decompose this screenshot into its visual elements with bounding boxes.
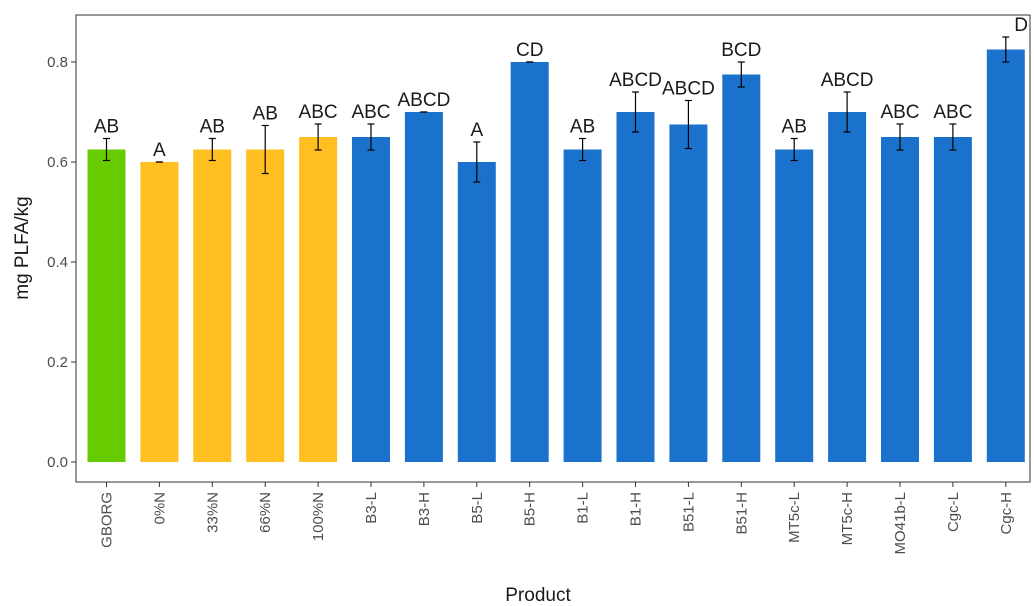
- x-tick-label: MT5c-L: [786, 492, 803, 543]
- significance-label: ABC: [299, 102, 338, 123]
- error-bar: [261, 124, 269, 175]
- x-tick-label: Cgc-L: [945, 492, 962, 532]
- significance-label: AB: [253, 104, 278, 125]
- error-bar: [579, 137, 587, 162]
- error-bar: [367, 123, 375, 151]
- bar: [881, 137, 919, 462]
- y-tick-label: 0.0: [47, 454, 68, 471]
- bar: [722, 74, 761, 462]
- significance-label: CD: [516, 40, 543, 61]
- x-tick-label: MO41b-L: [892, 492, 909, 555]
- error-bar: [314, 123, 322, 151]
- error-bar: [896, 123, 904, 151]
- bar: [140, 162, 179, 462]
- significance-label: AB: [94, 117, 119, 138]
- y-tick-label: 0.2: [47, 354, 68, 371]
- significance-label: ABC: [880, 102, 919, 123]
- x-tick-label: 66%N: [257, 492, 274, 533]
- y-tick-label: 0.8: [47, 54, 68, 71]
- bar: [828, 112, 867, 462]
- error-bar: [103, 137, 110, 162]
- significance-label: A: [153, 140, 166, 161]
- significance-label: ABCD: [821, 70, 874, 91]
- bar: [986, 49, 1025, 462]
- significance-label: D: [1014, 15, 1028, 36]
- bar: [616, 112, 655, 462]
- error-bar: [684, 99, 692, 150]
- bars-group: [87, 49, 1025, 462]
- plot-panel: [75, 14, 1031, 483]
- bar: [775, 149, 814, 462]
- x-tick-label: GBORG: [99, 492, 116, 548]
- x-tick-label: B3-L: [363, 492, 380, 524]
- significance-label: ABCD: [662, 79, 715, 100]
- significance-label: A: [470, 120, 483, 141]
- bar: [299, 137, 338, 462]
- significance-label: ABCD: [398, 90, 451, 111]
- significance-label: AB: [200, 117, 225, 138]
- x-tick-label: MT5c-H: [839, 492, 856, 545]
- bar: [510, 62, 549, 462]
- significance-label: AB: [570, 117, 595, 138]
- x-tick-label: B5-H: [522, 492, 539, 526]
- x-tick-label: B5-L: [469, 492, 486, 524]
- error-bars-group: [103, 36, 1010, 183]
- y-tick-label: 0.6: [47, 154, 68, 171]
- bar: [404, 112, 443, 462]
- significance-label: ABC: [351, 102, 390, 123]
- bar: [246, 149, 285, 462]
- x-axis-title: Product: [505, 585, 571, 606]
- significance-label: BCD: [721, 40, 761, 61]
- bar: [87, 149, 126, 462]
- x-tick-label: B1-H: [628, 492, 645, 526]
- x-tick-label: B1-L: [575, 492, 592, 524]
- bar: [193, 149, 232, 462]
- x-tick-label: B51-L: [680, 492, 697, 532]
- error-bar: [1002, 36, 1010, 63]
- error-bar: [949, 123, 957, 151]
- error-bar: [632, 91, 639, 133]
- x-tick-label: Cgc-H: [998, 492, 1015, 535]
- x-tick-label: 33%N: [204, 492, 221, 533]
- significance-label: ABCD: [609, 70, 662, 91]
- y-tick-label: 0.4: [47, 254, 68, 271]
- significance-label: AB: [782, 117, 807, 138]
- bar: [933, 137, 972, 462]
- error-bar: [473, 141, 481, 183]
- error-bar: [208, 137, 216, 162]
- x-tick-label: B3-H: [416, 492, 433, 526]
- bar: [352, 137, 390, 462]
- x-axis: GBORG 0%N 33%N 66%N 100%N B3-L B3-H B5-L B5-H B1-…: [99, 482, 1015, 555]
- bar: [457, 162, 496, 462]
- error-bar: [737, 61, 745, 88]
- x-tick-label: 100%N: [310, 492, 327, 541]
- bar: [563, 149, 602, 462]
- bar: [669, 124, 708, 462]
- y-axis: 0.0 0.2 0.4 0.6 0.8: [47, 54, 76, 471]
- x-tick-label: B51-H: [733, 492, 750, 535]
- significance-label: ABC: [933, 102, 972, 123]
- y-axis-title: mg PLFA/kg: [12, 196, 33, 300]
- x-tick-label: 0%N: [151, 492, 168, 525]
- error-bar: [790, 137, 798, 162]
- error-bar: [843, 91, 851, 133]
